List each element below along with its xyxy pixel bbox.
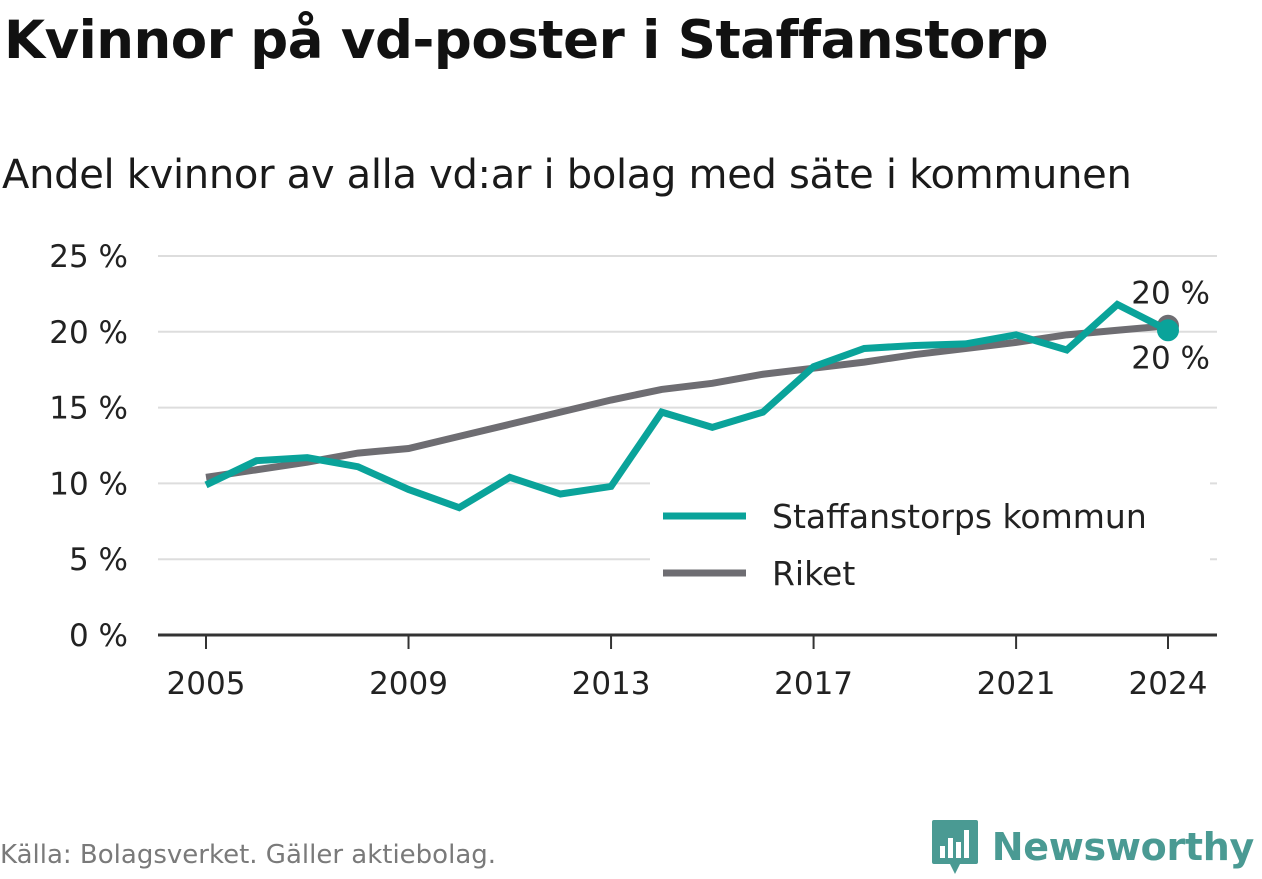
y-tick-label: 10 % bbox=[49, 466, 128, 502]
chart-title: Kvinnor på vd-poster i Staffanstorp bbox=[4, 10, 1049, 71]
end-label-staffanstorp: 20 % bbox=[1131, 340, 1210, 376]
legend-background bbox=[650, 480, 1210, 600]
end-label-riket: 20 % bbox=[1131, 276, 1210, 312]
y-axis-ticks: 0 % 5 % 10 % 15 % 20 % 25 % bbox=[49, 239, 128, 654]
x-tick-label: 2013 bbox=[572, 666, 651, 702]
x-tick-label: 2021 bbox=[977, 666, 1056, 702]
series-lines bbox=[204, 300, 1179, 512]
brand-name: Newsworthy bbox=[991, 825, 1255, 869]
brand-logo: Newsworthy bbox=[930, 818, 1254, 876]
y-tick-label: 15 % bbox=[49, 391, 128, 427]
x-tick-label: 2017 bbox=[774, 666, 853, 702]
y-tick-label: 5 % bbox=[69, 542, 128, 578]
x-tick-label: 2024 bbox=[1129, 666, 1208, 702]
line-chart: 0 %5 %10 %15 %20 %25 % 2005 2009 2013 2017 2… bbox=[49, 239, 1217, 702]
legend: Staffanstorps kommun Riket bbox=[663, 497, 1147, 593]
series-line-staffanstorp bbox=[204, 300, 1170, 512]
x-tick-label: 2009 bbox=[369, 666, 448, 702]
y-tick-label: 25 % bbox=[49, 239, 128, 275]
y-tick-label: 20 % bbox=[49, 315, 128, 351]
y-tick-label: 0 % bbox=[69, 618, 128, 654]
legend-label: Staffanstorps kommun bbox=[772, 497, 1147, 536]
x-tick-label: 2005 bbox=[167, 666, 246, 702]
chart-subtitle: Andel kvinnor av alla vd:ar i bolag med … bbox=[2, 152, 1132, 198]
x-axis: 2005 2009 2013 2017 2021 2024 bbox=[158, 633, 1217, 702]
end-labels: 20 % 20 % bbox=[1131, 276, 1210, 377]
newsworthy-logo-icon bbox=[931, 820, 978, 874]
legend-label: Riket bbox=[772, 554, 855, 593]
source-note: Källa: Bolagsverket. Gäller aktiebolag. bbox=[0, 840, 497, 870]
series-line-riket bbox=[205, 322, 1169, 481]
end-point-staffanstorp bbox=[1157, 319, 1179, 342]
